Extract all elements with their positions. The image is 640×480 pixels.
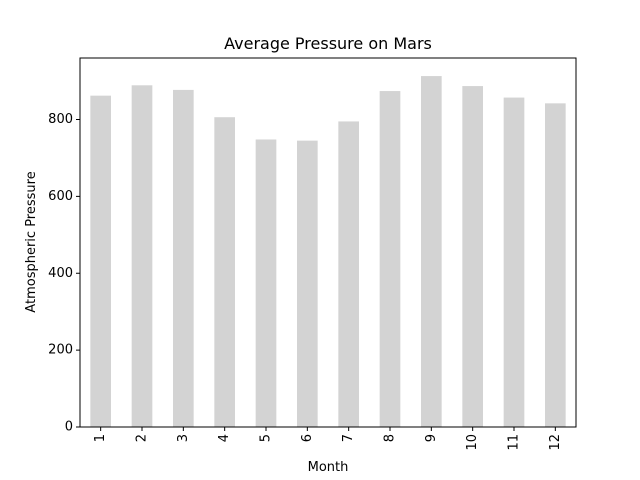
y-tick-label-800: 800 [48, 112, 73, 127]
bars-group [90, 76, 566, 428]
x-tick-label-12: 12 [548, 434, 563, 451]
x-tick-label-4: 4 [217, 434, 232, 442]
y-tick-label-200: 200 [48, 343, 73, 358]
x-tick-label-9: 9 [424, 434, 439, 442]
x-tick-label-10: 10 [465, 434, 480, 451]
y-tick-label-600: 600 [48, 189, 73, 204]
y-tick-label-400: 400 [48, 266, 73, 281]
plot-frame [79, 57, 577, 428]
bar-month-2 [131, 85, 153, 428]
bar-month-7 [338, 121, 359, 427]
x-tick-label-5: 5 [259, 434, 274, 442]
x-tick-label-11: 11 [507, 434, 522, 451]
x-tick-label-3: 3 [176, 434, 191, 442]
bar-month-11 [503, 97, 525, 427]
x-tick-label-8: 8 [383, 434, 398, 442]
bar-month-4 [214, 117, 235, 427]
x-tick-label-1: 1 [93, 434, 108, 442]
y-tick-label-0: 0 [65, 420, 73, 435]
bar-month-6 [297, 140, 318, 427]
y-axis-title: Atmospheric Pressure [24, 171, 39, 312]
x-tick-label-2: 2 [135, 434, 150, 442]
x-tick-label-6: 6 [300, 434, 315, 442]
bar-month-1 [90, 95, 111, 427]
bar-month-8 [379, 91, 401, 428]
bar-month-3 [173, 89, 194, 427]
bar-month-10 [462, 86, 483, 427]
x-tick-label-7: 7 [341, 434, 356, 442]
x-axis: 1 2 3 4 5 6 7 8 9 10 11 12 [93, 427, 563, 451]
bar-month-12 [545, 103, 566, 427]
bar-month-5 [255, 139, 277, 428]
chart-title: Average Pressure on Mars [224, 34, 432, 53]
x-axis-title: Month [308, 460, 349, 475]
bar-month-9 [421, 76, 442, 428]
y-axis: 0 200 400 600 800 [48, 112, 80, 435]
